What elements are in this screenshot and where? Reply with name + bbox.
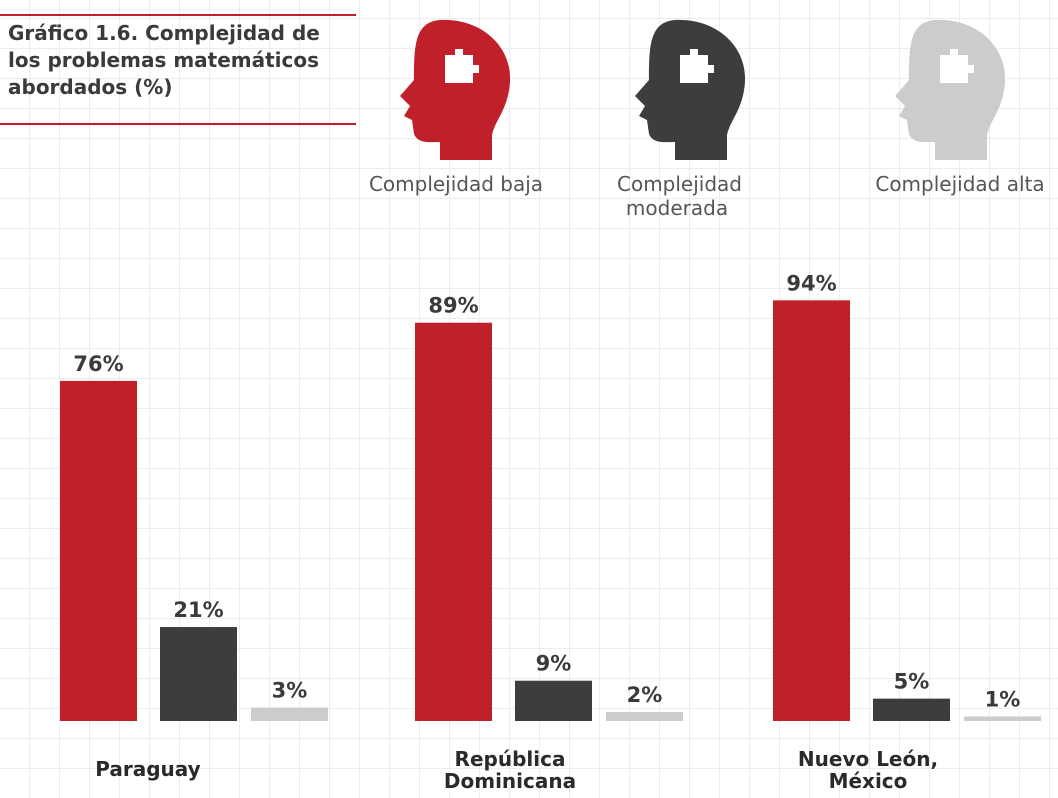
bar — [515, 680, 592, 721]
bar — [964, 716, 1041, 721]
value-label: 9% — [536, 652, 572, 676]
legend-label: Complejidad moderada — [617, 172, 742, 220]
legend-icon — [895, 19, 1006, 161]
puzzle-icon — [940, 49, 974, 83]
bar — [415, 322, 492, 721]
x-tick-label: Nuevo León, México — [797, 747, 939, 793]
bar — [160, 627, 237, 721]
x-tick-label: República Dominicana — [443, 747, 577, 793]
title-rule — [0, 123, 356, 125]
value-label: 76% — [73, 352, 123, 376]
title-rule — [0, 14, 356, 16]
puzzle-icon — [680, 49, 714, 83]
legend-icon — [635, 19, 746, 161]
value-label: 89% — [428, 294, 478, 318]
head-icon — [400, 19, 511, 161]
puzzle-icon — [445, 49, 479, 83]
value-label: 1% — [985, 688, 1021, 712]
bar — [873, 698, 950, 721]
bar — [773, 300, 850, 721]
head-icon — [635, 19, 746, 161]
chart-title: Gráfico 1.6. Complejidad de los problema… — [8, 21, 320, 99]
value-label: 21% — [173, 598, 223, 622]
head-icon — [895, 19, 1006, 161]
x-tick-label: Paraguay — [95, 757, 201, 781]
legend-label: Complejidad alta — [875, 172, 1045, 196]
bar — [60, 380, 137, 721]
legend-label: Complejidad baja — [368, 172, 544, 196]
value-label: 5% — [894, 670, 930, 694]
bar — [251, 707, 328, 721]
legend-icon — [400, 19, 511, 161]
value-label: 2% — [627, 683, 663, 707]
value-label: 94% — [786, 271, 836, 295]
bar — [606, 712, 683, 721]
value-label: 3% — [272, 679, 308, 703]
